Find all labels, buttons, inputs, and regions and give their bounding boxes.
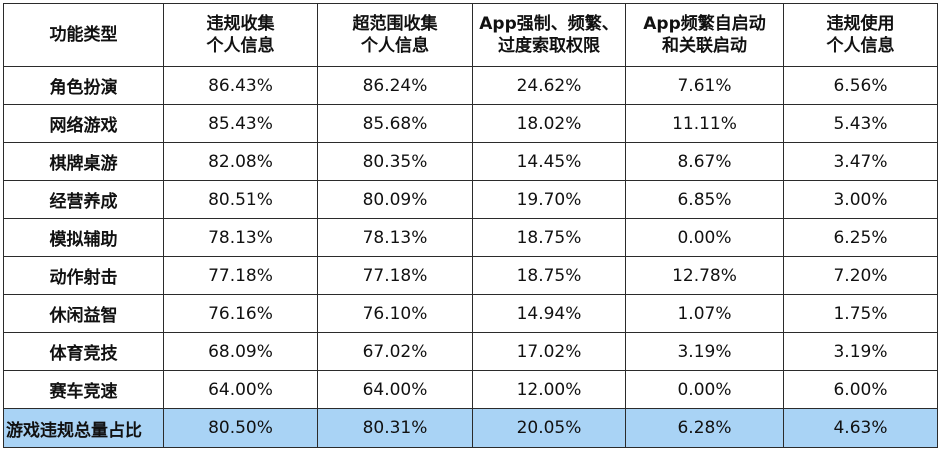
value-cell: 14.45%	[472, 142, 626, 181]
table-row: 网络游戏 85.43% 85.68% 18.02% 11.11% 5.43%	[3, 104, 938, 143]
value-cell: 18.75%	[472, 218, 626, 257]
value-cell: 8.67%	[625, 142, 784, 181]
header-cell-illegal-collection: 违规收集 个人信息	[163, 3, 318, 67]
value-cell: 78.13%	[317, 218, 473, 257]
table-body: 角色扮演 86.43% 86.24% 24.62% 7.61% 6.56% 网络游戏 85.4…	[3, 66, 938, 448]
summary-value-cell: 80.50%	[163, 408, 318, 448]
value-cell: 6.00%	[783, 370, 938, 409]
table-row: 休闲益智 76.16% 76.10% 14.94% 1.07% 1.75%	[3, 294, 938, 333]
summary-label-cell: 游戏违规总量占比	[3, 408, 164, 448]
value-cell: 85.68%	[317, 104, 473, 143]
value-cell: 7.20%	[783, 256, 938, 295]
category-cell: 赛车竞速	[3, 370, 164, 409]
value-cell: 1.75%	[783, 294, 938, 333]
value-cell: 14.94%	[472, 294, 626, 333]
category-cell: 动作射击	[3, 256, 164, 295]
table-row: 模拟辅助 78.13% 78.13% 18.75% 0.00% 6.25%	[3, 218, 938, 257]
category-cell: 模拟辅助	[3, 218, 164, 257]
category-cell: 经营养成	[3, 180, 164, 219]
header-text: App频繁自启动	[643, 14, 766, 34]
value-cell: 17.02%	[472, 332, 626, 371]
value-cell: 67.02%	[317, 332, 473, 371]
table-row: 角色扮演 86.43% 86.24% 24.62% 7.61% 6.56%	[3, 66, 938, 105]
value-cell: 5.43%	[783, 104, 938, 143]
category-cell: 休闲益智	[3, 294, 164, 333]
value-cell: 18.75%	[472, 256, 626, 295]
header-text: 功能类型	[49, 25, 118, 45]
value-cell: 1.07%	[625, 294, 784, 333]
violation-rate-table: 功能类型 违规收集 个人信息 超范围收集 个人信息 App强制、频繁、 过度索取…	[3, 3, 938, 448]
value-cell: 11.11%	[625, 104, 784, 143]
category-cell: 角色扮演	[3, 66, 164, 105]
value-cell: 12.78%	[625, 256, 784, 295]
table-row: 赛车竞速 64.00% 64.00% 12.00% 0.00% 6.00%	[3, 370, 938, 409]
table-row: 经营养成 80.51% 80.09% 19.70% 6.85% 3.00%	[3, 180, 938, 219]
summary-value-cell: 6.28%	[625, 408, 784, 448]
header-cell-auto-start: App频繁自启动 和关联启动	[625, 3, 784, 67]
header-cell-illegal-use: 违规使用 个人信息	[783, 3, 938, 67]
value-cell: 80.35%	[317, 142, 473, 181]
header-text: 过度索取权限	[498, 36, 600, 56]
value-cell: 86.24%	[317, 66, 473, 105]
value-cell: 12.00%	[472, 370, 626, 409]
header-text: 违规使用	[826, 14, 895, 34]
value-cell: 85.43%	[163, 104, 318, 143]
summary-value-cell: 4.63%	[783, 408, 938, 448]
header-text: 个人信息	[361, 36, 429, 56]
value-cell: 0.00%	[625, 218, 784, 257]
value-cell: 78.13%	[163, 218, 318, 257]
value-cell: 3.47%	[783, 142, 938, 181]
header-cell-category: 功能类型	[3, 3, 164, 67]
header-text: 个人信息	[206, 36, 275, 56]
value-cell: 82.08%	[163, 142, 318, 181]
value-cell: 6.56%	[783, 66, 938, 105]
header-row: 功能类型 违规收集 个人信息 超范围收集 个人信息 App强制、频繁、 过度索取…	[3, 3, 938, 67]
header-text: 超范围收集	[352, 14, 438, 34]
category-cell: 体育竞技	[3, 332, 164, 371]
value-cell: 6.25%	[783, 218, 938, 257]
value-cell: 68.09%	[163, 332, 318, 371]
summary-row: 游戏违规总量占比 80.50% 80.31% 20.05% 6.28% 4.63%	[3, 408, 938, 448]
value-cell: 64.00%	[163, 370, 318, 409]
value-cell: 76.10%	[317, 294, 473, 333]
value-cell: 3.19%	[625, 332, 784, 371]
summary-value-cell: 80.31%	[317, 408, 473, 448]
value-cell: 18.02%	[472, 104, 626, 143]
header-text: 和关联启动	[662, 36, 747, 56]
header-text: App强制、频繁、	[479, 14, 619, 34]
value-cell: 3.19%	[783, 332, 938, 371]
value-cell: 0.00%	[625, 370, 784, 409]
table-row: 动作射击 77.18% 77.18% 18.75% 12.78% 7.20%	[3, 256, 938, 295]
summary-value-cell: 20.05%	[472, 408, 626, 448]
value-cell: 64.00%	[317, 370, 473, 409]
value-cell: 24.62%	[472, 66, 626, 105]
value-cell: 19.70%	[472, 180, 626, 219]
value-cell: 6.85%	[625, 180, 784, 219]
header-text: 个人信息	[826, 36, 895, 56]
category-cell: 网络游戏	[3, 104, 164, 143]
header-text: 违规收集	[206, 14, 275, 34]
value-cell: 77.18%	[317, 256, 473, 295]
category-cell: 棋牌桌游	[3, 142, 164, 181]
value-cell: 3.00%	[783, 180, 938, 219]
header-cell-excessive-collection: 超范围收集 个人信息	[317, 3, 473, 67]
value-cell: 86.43%	[163, 66, 318, 105]
header-cell-permission-requests: App强制、频繁、 过度索取权限	[472, 3, 626, 67]
value-cell: 80.51%	[163, 180, 318, 219]
value-cell: 80.09%	[317, 180, 473, 219]
value-cell: 77.18%	[163, 256, 318, 295]
table-row: 棋牌桌游 82.08% 80.35% 14.45% 8.67% 3.47%	[3, 142, 938, 181]
value-cell: 76.16%	[163, 294, 318, 333]
table-row: 体育竞技 68.09% 67.02% 17.02% 3.19% 3.19%	[3, 332, 938, 371]
value-cell: 7.61%	[625, 66, 784, 105]
